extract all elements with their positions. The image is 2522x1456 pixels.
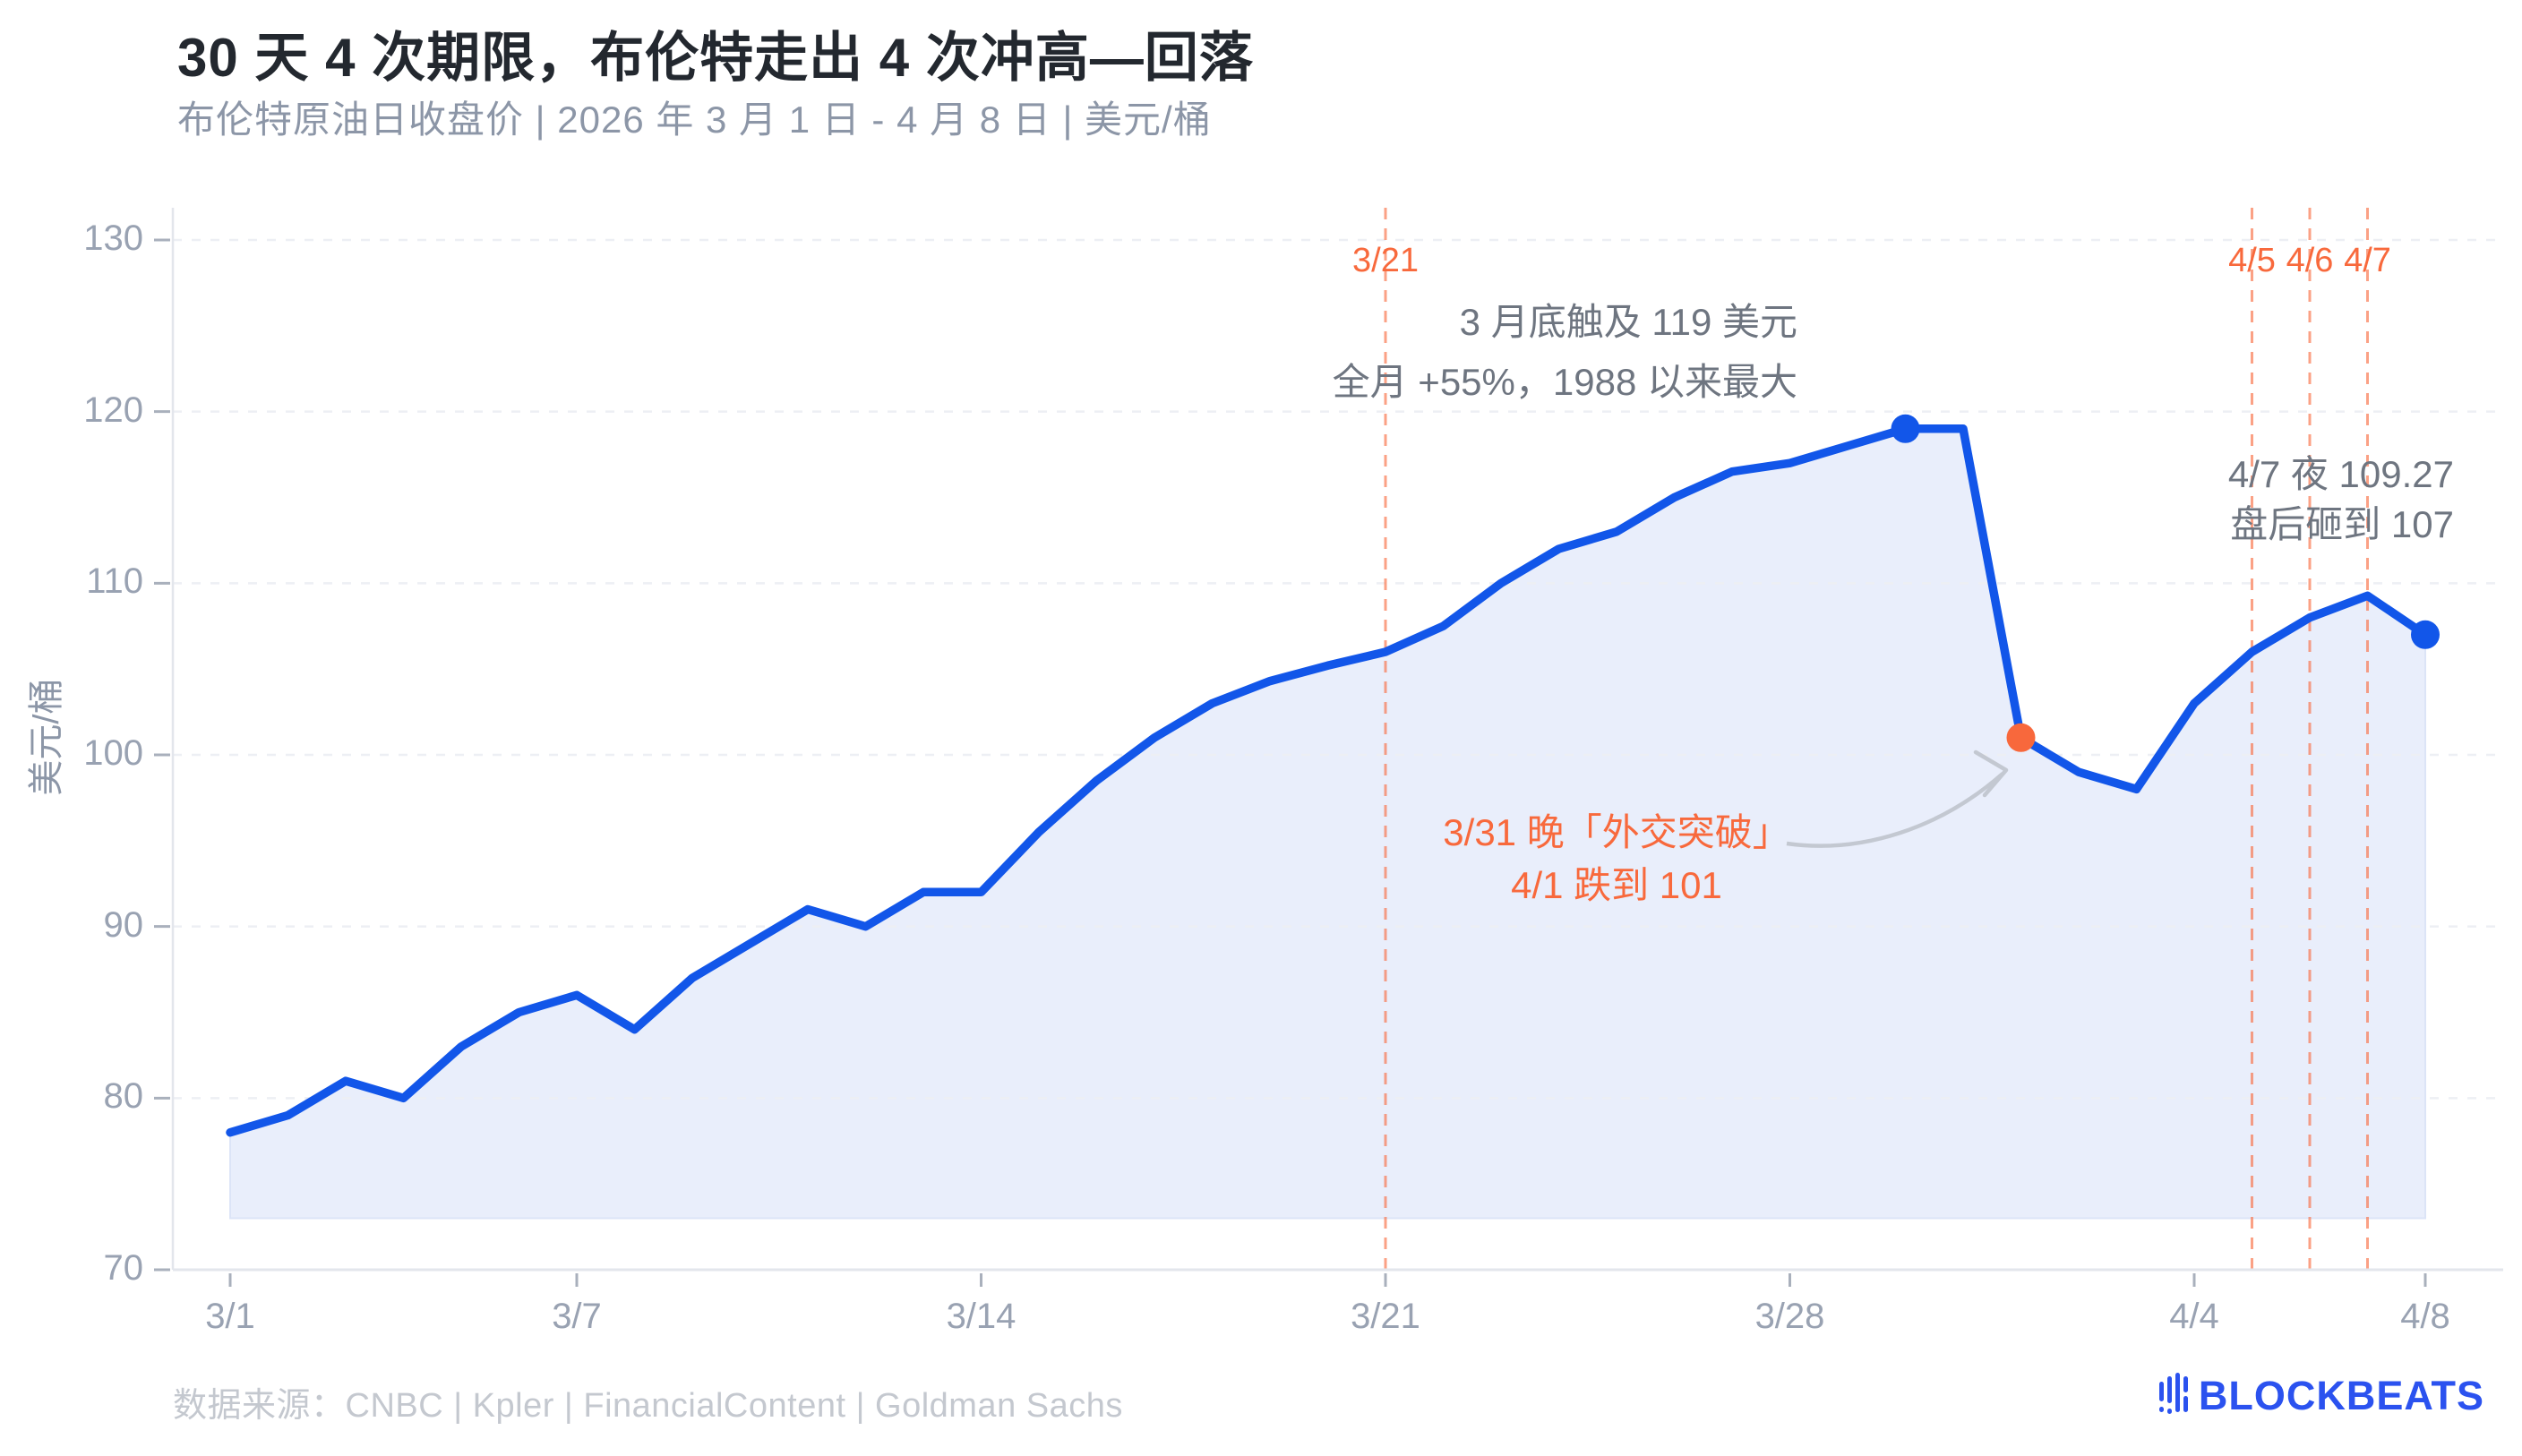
- data-point-marker: [2006, 723, 2036, 752]
- annotation-line: 盘后砸到 107: [2230, 503, 2454, 545]
- annotation-line: 3 月底触及 119 美元: [1459, 301, 1797, 343]
- annotation-line: 3/31 晚「外交突破」: [1443, 811, 1790, 853]
- data-point-marker: [2411, 620, 2440, 649]
- data-source: 数据来源：CNBC | Kpler | FinancialContent | G…: [173, 1387, 1123, 1425]
- blockbeats-logo: BLOCKBEATS: [2158, 1370, 2484, 1421]
- blockbeats-wordmark: BLOCKBEATS: [2198, 1372, 2484, 1418]
- pointer-arrowhead: [1973, 749, 2009, 798]
- annotation-line: 4/1 跌到 101: [1511, 864, 1722, 906]
- page-subtitle: 布伦特原油日收盘价 | 2026 年 3 月 1 日 - 4 月 8 日 | 美…: [177, 98, 1212, 141]
- price-line: [226, 424, 2430, 1137]
- page-title: 30 天 4 次期限，布伦特走出 4 次冲高—回落: [177, 28, 1254, 88]
- data-point-marker: [1891, 414, 1920, 443]
- annotation-april1-drop: 3/31 晚「外交突破」 4/1 跌到 101: [1443, 806, 1789, 912]
- blockbeats-soundwave-icon: [2158, 1370, 2192, 1421]
- annotation-line: 全月 +55%，1988 以来最大: [1332, 361, 1797, 403]
- annotation-april7-close: 4/7 夜 109.27 盘后砸到 107: [2228, 450, 2454, 550]
- annotation-line: 4/7 夜 109.27: [2227, 453, 2454, 495]
- area-fill: [229, 427, 2426, 1220]
- annotation-march-peak: 3 月底触及 119 美元 全月 +55%，1988 以来最大: [1333, 292, 1797, 412]
- pointer-arrow: [1786, 772, 2004, 848]
